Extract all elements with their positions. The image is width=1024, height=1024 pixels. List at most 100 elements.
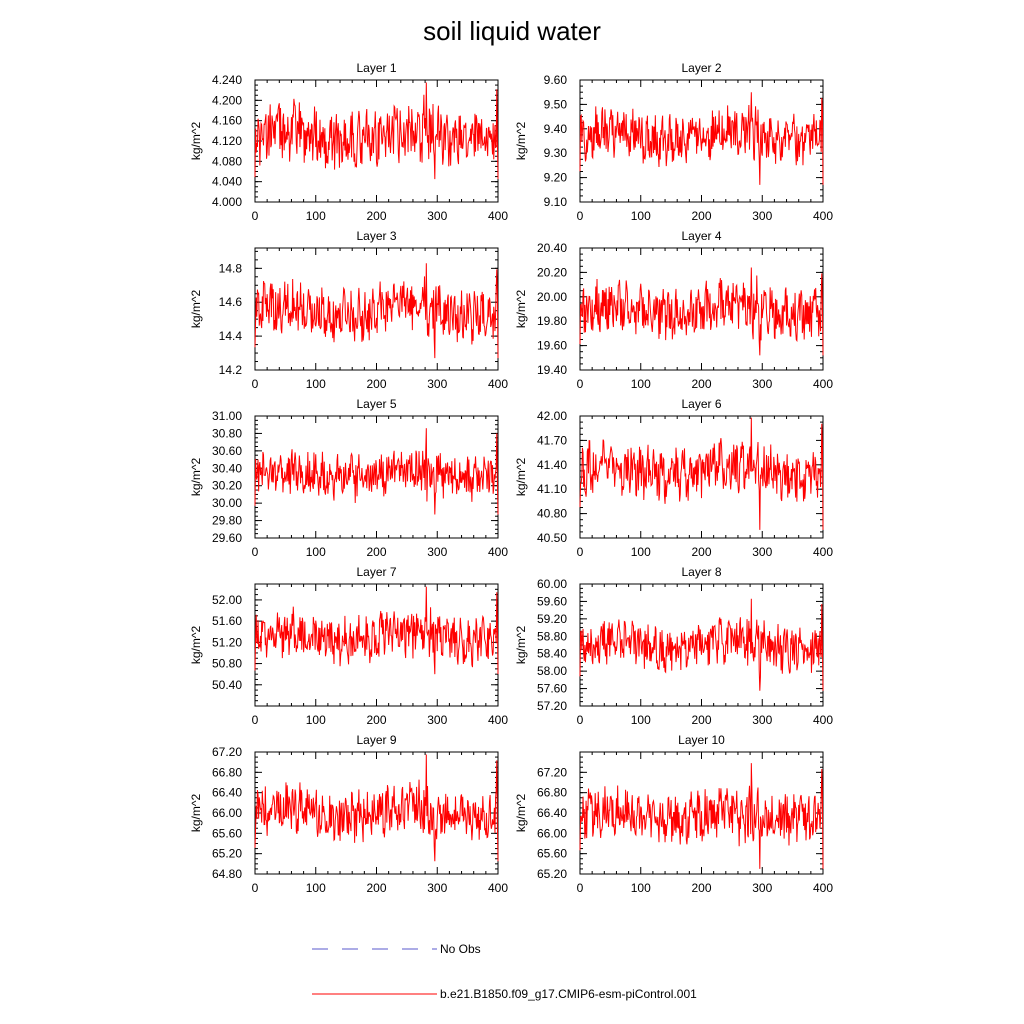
y-tick-label: 57.20 (537, 699, 567, 713)
panel-title: Layer 8 (681, 565, 721, 579)
y-tick-label: 14.8 (219, 261, 243, 275)
x-tick-label: 300 (427, 881, 447, 895)
y-tick-label: 65.20 (212, 847, 242, 861)
y-axis-label: kg/m^2 (514, 290, 528, 329)
y-tick-label: 4.040 (212, 175, 242, 189)
y-tick-label: 52.00 (212, 593, 242, 607)
x-tick-label: 100 (306, 377, 326, 391)
y-tick-label: 20.20 (537, 265, 567, 279)
x-tick-label: 0 (577, 881, 584, 895)
series-line (579, 598, 824, 691)
y-axis-label: kg/m^2 (189, 290, 203, 329)
series-line (254, 263, 499, 359)
panel-title: Layer 5 (356, 397, 396, 411)
x-tick-label: 300 (752, 377, 772, 391)
y-axis-label: kg/m^2 (189, 122, 203, 161)
y-tick-label: 59.60 (537, 594, 567, 608)
y-tick-label: 41.70 (537, 433, 567, 447)
x-tick-label: 200 (366, 881, 386, 895)
x-tick-label: 100 (306, 881, 326, 895)
y-axis-label: kg/m^2 (189, 626, 203, 665)
y-tick-label: 20.00 (537, 290, 567, 304)
x-tick-label: 400 (813, 545, 833, 559)
x-tick-label: 200 (691, 713, 711, 727)
panel-layer-4: Layer 4 19.40 19.60 19.80 20.00 20.20 20.40 0 10… (514, 229, 833, 391)
x-tick-label: 400 (488, 377, 508, 391)
x-tick-label: 0 (577, 713, 584, 727)
series-line (579, 267, 824, 356)
y-axis-label: kg/m^2 (514, 794, 528, 833)
y-tick-label: 58.40 (537, 647, 567, 661)
series-line (254, 428, 499, 515)
y-tick-label: 50.40 (212, 678, 242, 692)
panel-layer-1: Layer 1 4.000 4.040 4.080 4.120 4.160 4.200 4.2… (189, 61, 508, 223)
x-tick-label: 200 (691, 377, 711, 391)
panel-title: Layer 9 (356, 733, 396, 747)
x-tick-label: 300 (752, 713, 772, 727)
x-tick-label: 300 (427, 377, 447, 391)
x-tick-label: 300 (752, 881, 772, 895)
x-tick-label: 300 (752, 209, 772, 223)
panel-title: Layer 1 (356, 61, 396, 75)
x-tick-label: 200 (691, 545, 711, 559)
y-tick-label: 40.80 (537, 507, 567, 521)
y-tick-label: 9.20 (544, 171, 568, 185)
series-line (579, 92, 824, 185)
panel-title: Layer 7 (356, 565, 396, 579)
panel-layer-8: Layer 8 57.20 57.60 58.00 58.40 58.80 59.20 59.… (514, 565, 833, 727)
x-tick-label: 400 (488, 713, 508, 727)
y-tick-label: 65.60 (537, 847, 567, 861)
panel-layer-9: Layer 9 64.80 65.20 65.60 66.00 66.40 66.80 67.… (189, 733, 508, 895)
panel-layer-2: Layer 2 9.10 9.20 9.30 9.40 9.50 9.60 0 100 200 30… (514, 61, 833, 223)
y-tick-label: 29.60 (212, 531, 242, 545)
x-tick-label: 0 (252, 881, 259, 895)
y-tick-label: 9.40 (544, 122, 568, 136)
x-tick-label: 400 (488, 209, 508, 223)
x-tick-label: 400 (488, 545, 508, 559)
y-tick-label: 51.60 (212, 614, 242, 628)
panel-title: Layer 2 (681, 61, 721, 75)
panel-title: Layer 10 (678, 733, 725, 747)
x-tick-label: 200 (366, 545, 386, 559)
panel-layer-7: Layer 7 50.40 50.80 51.20 51.60 52.00 0 100 200 3… (189, 565, 508, 727)
x-tick-label: 100 (631, 377, 651, 391)
y-axis-label: kg/m^2 (189, 794, 203, 833)
y-tick-label: 50.80 (212, 657, 242, 671)
y-tick-label: 14.4 (219, 329, 243, 343)
y-tick-label: 30.80 (212, 426, 242, 440)
y-tick-label: 65.20 (537, 867, 567, 881)
y-axis-label: kg/m^2 (514, 626, 528, 665)
x-tick-label: 300 (427, 209, 447, 223)
series-line (254, 754, 499, 862)
y-tick-label: 66.00 (212, 806, 242, 820)
panel-title: Layer 6 (681, 397, 721, 411)
y-tick-label: 42.00 (537, 409, 567, 423)
panels-grid: Layer 1 4.000 4.040 4.080 4.120 4.160 4.200 4.2… (189, 61, 833, 895)
legend-no-obs-label: No Obs (440, 942, 481, 956)
y-tick-label: 4.080 (212, 154, 242, 168)
x-tick-label: 200 (691, 209, 711, 223)
y-tick-label: 14.6 (219, 295, 243, 309)
panel-layer-10: Layer 10 65.20 65.60 66.00 66.40 66.80 67.20 0 1… (514, 733, 833, 895)
x-tick-label: 100 (631, 545, 651, 559)
figure-title: soil liquid water (423, 16, 601, 46)
y-tick-label: 20.40 (537, 241, 567, 255)
y-tick-label: 30.40 (212, 461, 242, 475)
x-tick-label: 200 (691, 881, 711, 895)
x-tick-label: 100 (631, 209, 651, 223)
x-tick-label: 0 (252, 545, 259, 559)
x-tick-label: 0 (252, 713, 259, 727)
x-tick-label: 400 (488, 881, 508, 895)
y-tick-label: 66.40 (537, 806, 567, 820)
series-line (579, 417, 824, 530)
x-tick-label: 400 (813, 377, 833, 391)
x-tick-label: 300 (752, 545, 772, 559)
y-tick-label: 64.80 (212, 867, 242, 881)
y-tick-label: 66.40 (212, 786, 242, 800)
y-tick-label: 30.60 (212, 444, 242, 458)
y-tick-label: 58.80 (537, 629, 567, 643)
y-tick-label: 9.60 (544, 73, 568, 87)
legend: No Obs b.e21.B1850.f09_g17.CMIP6-esm-piC… (312, 942, 697, 1001)
panel-title: Layer 4 (681, 229, 721, 243)
